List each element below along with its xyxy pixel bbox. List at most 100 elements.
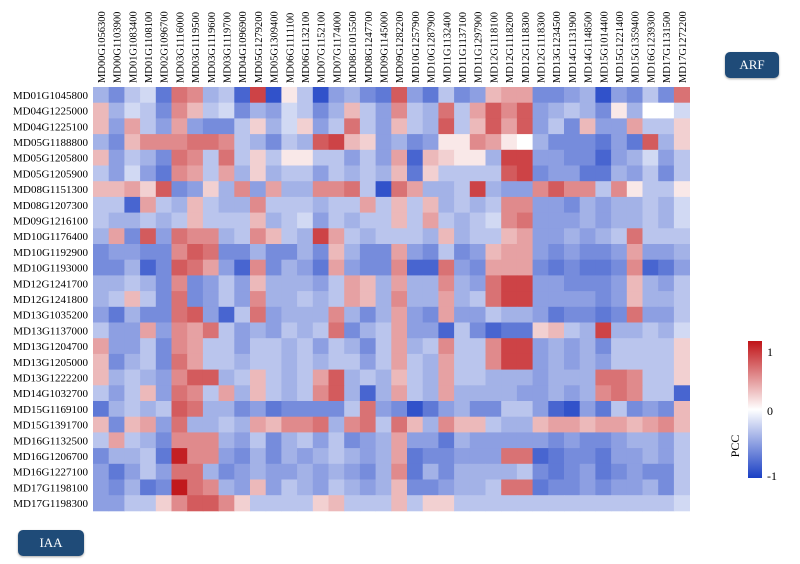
- heatmap-cell: [375, 322, 392, 339]
- heatmap-cell: [642, 385, 659, 402]
- heatmap-cell: [328, 181, 345, 198]
- heatmap-cell: [673, 165, 690, 182]
- heatmap-cell: [312, 463, 329, 480]
- heatmap-cell: [501, 369, 518, 386]
- heatmap-cell: [438, 102, 455, 119]
- heatmap-cell: [391, 495, 408, 512]
- heatmap-cell: [375, 432, 392, 449]
- heatmap-cell: [171, 149, 188, 166]
- iaa-badge[interactable]: IAA: [18, 530, 84, 556]
- heatmap-cell: [438, 118, 455, 135]
- arf-badge[interactable]: ARF: [725, 52, 779, 78]
- heatmap-cell: [124, 322, 141, 339]
- heatmap-cell: [359, 322, 376, 339]
- heatmap-cell: [438, 479, 455, 496]
- heatmap-cell: [375, 306, 392, 323]
- heatmap-cell: [359, 259, 376, 276]
- heatmap-cell: [344, 149, 361, 166]
- heatmap-cell: [328, 416, 345, 433]
- heatmap-cell: [438, 181, 455, 198]
- heatmap-cell: [501, 338, 518, 355]
- heatmap-cell: [454, 353, 471, 370]
- heatmap-cell: [155, 322, 172, 339]
- heatmap-cell: [422, 338, 439, 355]
- heatmap-cell: [626, 353, 643, 370]
- heatmap-cell: [469, 385, 486, 402]
- heatmap-cell: [140, 338, 157, 355]
- heatmap-cell: [658, 401, 675, 418]
- heatmap-cell: [155, 448, 172, 465]
- heatmap-cell: [108, 87, 125, 104]
- heatmap-cell: [579, 212, 596, 229]
- heatmap-cell: [673, 322, 690, 339]
- heatmap-cell: [375, 416, 392, 433]
- heatmap-cell: [202, 432, 219, 449]
- heatmap-cell: [469, 416, 486, 433]
- heatmap-cell: [93, 102, 110, 119]
- column-label: MD00G1056300: [97, 11, 108, 83]
- heatmap-cell: [187, 401, 204, 418]
- heatmap-cell: [312, 181, 329, 198]
- heatmap-cell: [108, 259, 125, 276]
- heatmap-cell: [485, 259, 502, 276]
- heatmap-cell: [297, 87, 314, 104]
- heatmap-cell: [297, 165, 314, 182]
- heatmap-cell: [155, 432, 172, 449]
- heatmap-cell: [532, 118, 549, 135]
- heatmap-cell: [407, 212, 424, 229]
- heatmap-cell: [501, 495, 518, 512]
- heatmap-cell: [124, 432, 141, 449]
- heatmap-cell: [250, 448, 267, 465]
- heatmap-cell: [108, 385, 125, 402]
- heatmap-cell: [93, 134, 110, 151]
- row-label: MD15G1169100: [13, 404, 88, 416]
- heatmap-cell: [673, 306, 690, 323]
- heatmap-cell: [234, 87, 251, 104]
- heatmap-cell: [595, 463, 612, 480]
- heatmap-cell: [469, 134, 486, 151]
- heatmap-cell: [548, 479, 565, 496]
- heatmap-cell: [516, 118, 533, 135]
- heatmap-cell: [328, 306, 345, 323]
- heatmap-cell: [155, 495, 172, 512]
- column-label: MD12G1118300: [521, 12, 532, 83]
- column-label: MD04G1096900: [238, 11, 249, 83]
- heatmap-cell: [265, 228, 282, 245]
- heatmap-cell: [469, 495, 486, 512]
- heatmap-cell: [626, 102, 643, 119]
- heatmap-cell: [312, 196, 329, 213]
- heatmap-cell: [218, 448, 235, 465]
- heatmap-cell: [155, 244, 172, 261]
- heatmap-cell: [171, 259, 188, 276]
- heatmap-cell: [642, 322, 659, 339]
- heatmap-cell: [595, 102, 612, 119]
- heatmap-cell: [234, 495, 251, 512]
- heatmap-cell: [454, 479, 471, 496]
- heatmap-cell: [328, 353, 345, 370]
- heatmap-cell: [187, 165, 204, 182]
- heatmap-cell: [658, 165, 675, 182]
- heatmap-cell: [407, 353, 424, 370]
- heatmap-cell: [658, 353, 675, 370]
- heatmap-cell: [469, 432, 486, 449]
- row-labels: MD01G1045800 MD04G1225000 MD04G1225100 MD05…: [13, 90, 89, 510]
- heatmap-cell: [516, 322, 533, 339]
- heatmap-cell: [501, 149, 518, 166]
- heatmap-cell: [375, 181, 392, 198]
- heatmap-cell: [359, 196, 376, 213]
- heatmap-cell: [155, 102, 172, 119]
- heatmap-cell: [234, 212, 251, 229]
- heatmap-cell: [532, 495, 549, 512]
- heatmap-cell: [265, 149, 282, 166]
- heatmap-cell: [611, 212, 628, 229]
- heatmap-cell: [250, 118, 267, 135]
- column-label: MD07G1152100: [317, 12, 328, 83]
- heatmap-cell: [438, 165, 455, 182]
- heatmap-cell: [312, 479, 329, 496]
- heatmap-cell: [579, 495, 596, 512]
- heatmap-cell: [234, 479, 251, 496]
- heatmap-cell: [564, 102, 581, 119]
- heatmap-cell: [642, 87, 659, 104]
- column-label: MD01G1083400: [128, 11, 139, 83]
- heatmap-cell: [265, 495, 282, 512]
